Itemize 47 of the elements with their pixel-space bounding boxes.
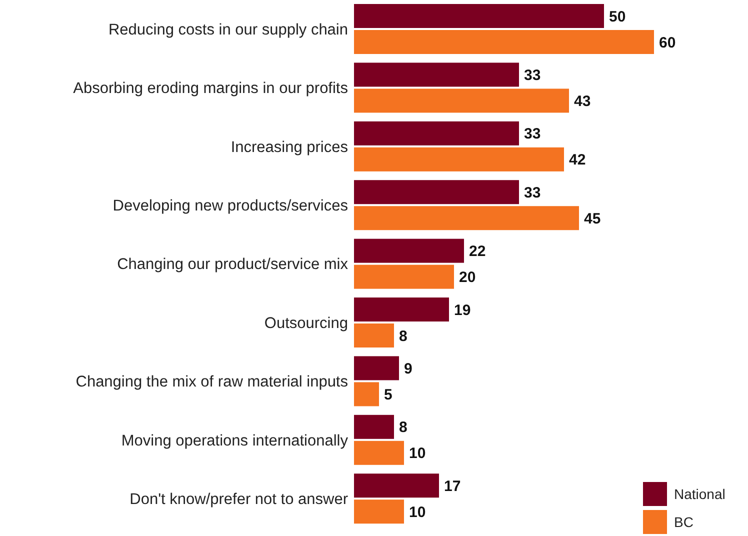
bar xyxy=(354,324,394,348)
data-label: 8 xyxy=(399,419,408,436)
y-tick-label: Don't know/prefer not to answer xyxy=(130,491,348,508)
bar xyxy=(354,180,519,204)
data-label: 8 xyxy=(399,328,408,345)
data-label: 33 xyxy=(524,126,541,143)
bar xyxy=(354,147,564,172)
bar xyxy=(354,88,569,113)
data-label: 22 xyxy=(469,243,486,260)
y-tick-label: Reducing costs in our supply chain xyxy=(108,21,348,38)
data-label: 45 xyxy=(584,210,601,228)
bar xyxy=(354,238,464,263)
data-label: 42 xyxy=(569,152,586,169)
data-label: 17 xyxy=(444,478,461,495)
data-label: 9 xyxy=(404,360,412,378)
legend-label: National xyxy=(674,486,726,502)
data-label: 60 xyxy=(659,34,676,52)
data-label: 33 xyxy=(524,66,541,84)
bar xyxy=(354,121,519,146)
data-label: 10 xyxy=(409,504,426,521)
bar xyxy=(354,356,399,380)
y-tick-label: Changing the mix of raw material inputs xyxy=(76,374,348,391)
y-tick-label: Absorbing eroding margins in our profits xyxy=(73,80,348,98)
data-label: 19 xyxy=(454,302,471,319)
y-tick-label: Changing our product/service mix xyxy=(117,256,348,274)
y-tick-label: Outsourcing xyxy=(264,314,348,332)
bar xyxy=(354,206,579,230)
data-label: 43 xyxy=(574,92,591,110)
bar xyxy=(354,264,454,289)
bar xyxy=(354,382,379,406)
data-label: 50 xyxy=(609,8,626,26)
y-tick-label: Moving operations internationally xyxy=(121,432,348,450)
y-tick-label: Increasing prices xyxy=(230,138,348,156)
data-label: 10 xyxy=(409,445,426,462)
legend-label: BC xyxy=(674,514,694,530)
bar xyxy=(354,30,654,54)
bar xyxy=(354,474,439,498)
bar xyxy=(354,4,604,28)
data-label: 5 xyxy=(384,386,392,404)
bar xyxy=(354,500,404,524)
data-label: 20 xyxy=(459,269,476,286)
bar xyxy=(354,62,519,87)
bar xyxy=(354,414,394,439)
y-tick-label: Developing new products/services xyxy=(112,198,348,215)
data-label: 33 xyxy=(524,184,541,202)
bar xyxy=(354,298,449,322)
bar xyxy=(354,440,404,465)
